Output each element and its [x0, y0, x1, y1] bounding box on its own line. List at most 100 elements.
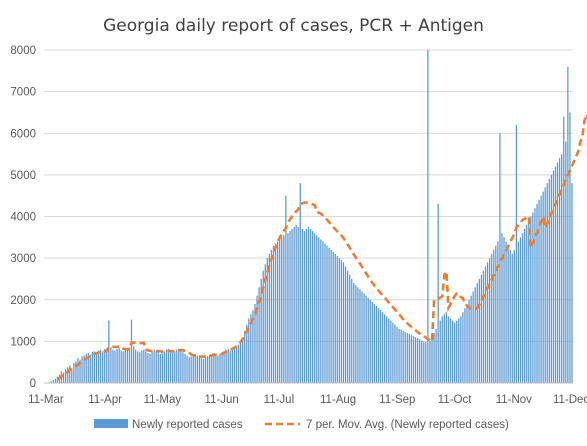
bar: [404, 332, 406, 383]
bar: [209, 354, 211, 383]
bar: [93, 351, 96, 383]
bar: [458, 318, 460, 383]
bar: [505, 241, 507, 383]
bar: [102, 351, 104, 383]
bar: [390, 320, 392, 383]
bar: [252, 310, 254, 383]
bar: [464, 308, 466, 383]
bar: [262, 270, 264, 383]
bar: [182, 352, 184, 383]
bar: [423, 341, 425, 384]
bar: [336, 256, 338, 383]
bar: [167, 348, 170, 383]
bar: [398, 328, 400, 383]
bar: [231, 349, 233, 383]
bar: [519, 237, 522, 383]
bar: [188, 357, 190, 383]
bar: [509, 249, 511, 383]
bar: [544, 187, 546, 383]
x-tick-label: 11-Mar: [28, 394, 64, 406]
bar: [64, 369, 67, 383]
bar: [320, 239, 322, 383]
bar: [324, 243, 326, 383]
bar: [307, 226, 310, 383]
x-tick-label: 11-Dec: [553, 394, 587, 406]
bar: [285, 195, 287, 383]
bar: [281, 237, 283, 383]
bar: [349, 274, 351, 383]
bar: [332, 251, 334, 383]
bar: [274, 243, 277, 383]
bar: [456, 320, 458, 383]
bar: [322, 241, 324, 383]
bar: [482, 270, 485, 383]
bar: [326, 245, 328, 383]
bar: [266, 258, 268, 384]
bar: [213, 353, 215, 383]
bar: [159, 353, 161, 383]
bar: [316, 235, 318, 383]
bar: [128, 347, 131, 383]
bar: [114, 350, 116, 383]
y-axis-tick-labels: 0 1000 2000 3000 4000 5000 6000 7000 8000: [10, 45, 36, 390]
bar: [480, 274, 483, 383]
bar: [540, 195, 542, 383]
bar: [342, 262, 345, 383]
bar: [120, 350, 122, 383]
legend: Newly reported cases 7 per. Mov. Avg. (N…: [94, 419, 509, 431]
bar: [556, 162, 559, 383]
bar: [538, 199, 540, 383]
bar: [414, 337, 417, 383]
bar: [419, 339, 421, 383]
bar: [437, 204, 439, 383]
bar: [104, 348, 106, 383]
bar: [272, 245, 275, 383]
bar: [62, 372, 65, 383]
bar: [309, 228, 312, 383]
y-tick-label: 8000: [10, 45, 36, 57]
bar: [373, 303, 376, 383]
bar: [394, 324, 396, 383]
bar: [396, 326, 398, 383]
bar: [439, 320, 441, 383]
bar: [250, 314, 252, 383]
bar: [97, 350, 100, 383]
bar: [268, 253, 271, 383]
bar: [449, 318, 452, 383]
bar: [137, 351, 139, 383]
bar: [223, 351, 225, 383]
bar: [301, 228, 303, 383]
x-tick-label: 11-Nov: [496, 394, 532, 406]
bar: [291, 228, 293, 383]
bar: [186, 355, 188, 383]
bar: [155, 350, 157, 383]
bar: [515, 124, 518, 384]
bar: [258, 287, 260, 383]
y-tick-label: 0: [30, 378, 36, 390]
bar: [246, 324, 248, 383]
bar: [517, 241, 520, 383]
bar: [311, 231, 314, 383]
bar: [276, 241, 279, 383]
bar: [435, 328, 437, 383]
bar: [534, 208, 536, 383]
bar: [384, 314, 386, 383]
bar: [451, 320, 454, 383]
y-tick-label: 6000: [10, 128, 36, 140]
bar: [561, 154, 563, 383]
bar: [371, 301, 373, 383]
bar: [474, 287, 476, 383]
bar: [546, 183, 548, 383]
bar: [217, 355, 219, 383]
y-tick-label: 7000: [10, 87, 36, 99]
bar: [552, 170, 555, 383]
bar: [523, 228, 526, 383]
moving-average-line: [56, 110, 587, 381]
bar: [161, 350, 163, 383]
bar: [211, 353, 213, 383]
bar: [406, 333, 408, 383]
bar: [511, 253, 513, 383]
legend-label-bars: Newly reported cases: [132, 419, 243, 431]
bar: [106, 348, 108, 383]
bar: [264, 264, 266, 383]
